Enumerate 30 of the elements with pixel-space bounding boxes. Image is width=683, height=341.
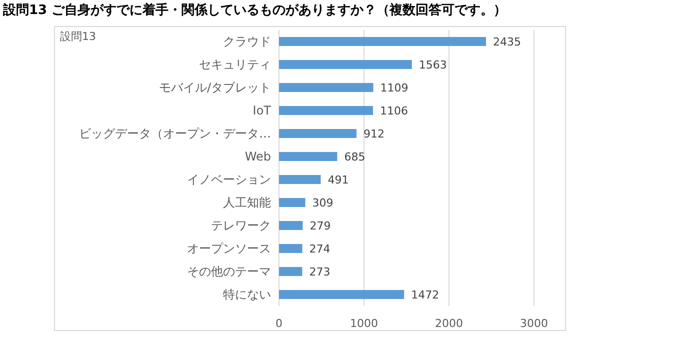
x-tick-label: 1000	[350, 317, 378, 330]
data-label: 1472	[411, 288, 440, 302]
y-tick-label: 人工知能	[223, 196, 271, 210]
y-tick-label: ビッグデータ（オープン・データ…	[79, 126, 271, 140]
data-label: 2435	[492, 36, 521, 48]
x-tick-label: 2000	[435, 317, 463, 330]
title: 設問13 ご自身がすでに着手・関係しているものがありますか？（複数回答可です。）	[3, 3, 507, 18]
data-label: 309	[312, 196, 334, 210]
data-label: 274	[309, 242, 330, 256]
x-tick-label: 0	[276, 317, 282, 330]
y-tick-label: モバイル/タブレット	[158, 80, 271, 94]
y-tick-label: Web	[244, 150, 271, 164]
y-tick-label: クラウド	[223, 34, 271, 48]
data-label: 1563	[418, 58, 447, 72]
data-label: 273	[309, 266, 330, 278]
annotation: 設問13	[60, 30, 96, 43]
y-tick-label: オープンソース	[187, 242, 271, 256]
y-tick-label: IoT	[252, 104, 272, 118]
y-tick-label: テレワーク	[211, 218, 271, 232]
data-label: 1106	[380, 104, 408, 118]
data-label: 912	[364, 128, 385, 140]
y-tick-label: 特にない	[223, 288, 271, 302]
y-tick-label: その他のテーマ	[187, 264, 271, 278]
y-tick-label: セキュリティ	[199, 58, 271, 72]
data-label: 491	[328, 174, 349, 186]
data-label: 685	[344, 150, 366, 164]
x-tick-label: 3000	[520, 317, 548, 330]
y-tick-label: イノベーション	[187, 172, 271, 186]
data-label: 1109	[380, 82, 408, 94]
data-label: 279	[310, 220, 331, 232]
